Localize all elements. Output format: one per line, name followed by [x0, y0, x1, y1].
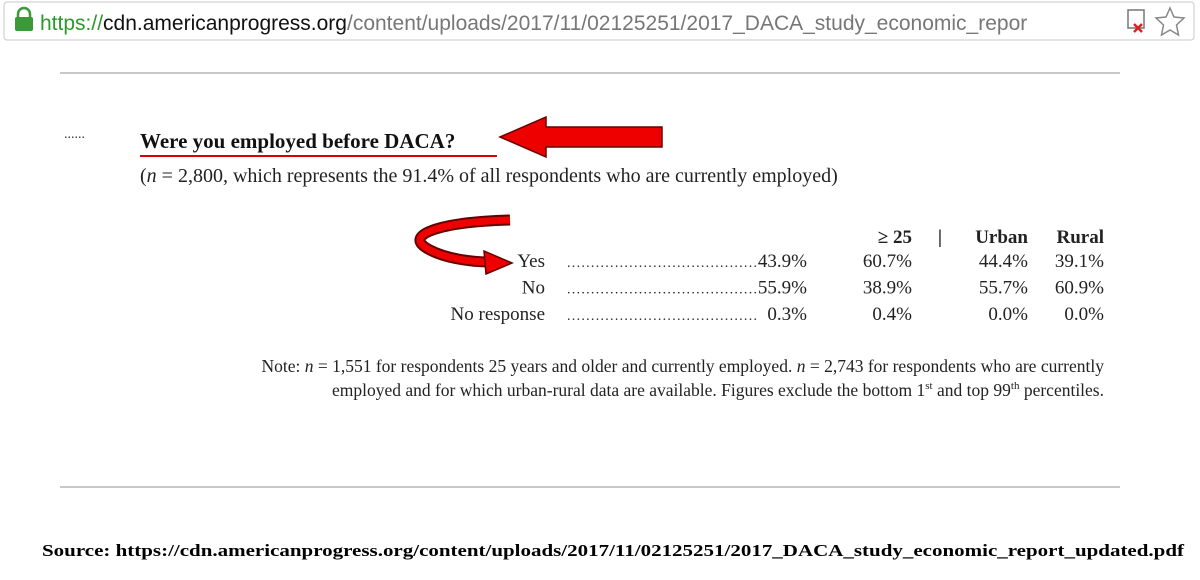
cell-value: 60.7% — [863, 251, 912, 272]
row-label: No — [522, 278, 545, 299]
cell-value: 60.9% — [1055, 278, 1104, 299]
leader-dots: ...... — [64, 127, 85, 142]
note-text: employed and for which urban-rural data … — [332, 380, 925, 400]
cell-value: 0.3% — [767, 304, 807, 325]
bookmark-star[interactable] — [1154, 6, 1186, 37]
cell-value: 38.9% — [863, 278, 912, 299]
note-text: Note: — [261, 356, 304, 376]
address-bar[interactable] — [3, 1, 1195, 41]
note-text: = 1,551 for respondents 25 years and old… — [313, 356, 796, 376]
row-label: No response — [451, 304, 545, 325]
note-line: employed and for which urban-rural data … — [332, 380, 1104, 400]
note-sup: st — [925, 380, 932, 392]
subtitle-italic: n — [147, 165, 157, 187]
url-path: /content/uploads/2017/11/02125251/2017_D… — [347, 12, 1027, 35]
subtitle: (n = 2,800, which represents the 91.4% o… — [140, 165, 838, 187]
red-arrow — [498, 115, 663, 159]
row-leader: ........................................ — [567, 283, 757, 298]
question: Were you employed before DACA? — [140, 129, 455, 153]
cell-value: 0.0% — [988, 304, 1028, 325]
reader-icon[interactable] — [1127, 9, 1145, 33]
note-italic: n — [305, 356, 314, 376]
cell-value: 44.4% — [979, 251, 1028, 272]
table-header: | — [938, 227, 942, 248]
table-header: Rural — [1057, 227, 1105, 248]
cell-value: 43.9% — [758, 251, 807, 272]
table-header: ≥ 25 — [878, 227, 912, 248]
table: ≥ 25 | Urban Rural Yes......................… — [451, 227, 1105, 325]
row-leader: ........................................ — [567, 309, 757, 324]
table-header: Urban — [975, 227, 1028, 248]
cell-value: 0.4% — [872, 304, 912, 325]
note-text: percentiles. — [1019, 380, 1104, 400]
icon-mask — [1122, 4, 1152, 38]
url[interactable]: https://cdn.americanprogress.org/content… — [40, 12, 1027, 35]
note-line: Note: n = 1,551 for respondents 25 years… — [261, 356, 1104, 376]
subtitle-text: ( — [140, 165, 147, 187]
curved-arrow — [414, 214, 514, 276]
source: Source: https://cdn.americanprogress.org… — [42, 541, 1184, 560]
cell-value: 39.1% — [1055, 251, 1104, 272]
cell-value: 0.0% — [1064, 304, 1104, 325]
note-text: and top 99 — [933, 380, 1012, 400]
subtitle-text: = 2,800, which represents the 91.4% of a… — [157, 165, 838, 187]
row-leader: ........................................ — [567, 256, 757, 271]
cell-value: 55.9% — [758, 278, 807, 299]
cell-value: 55.7% — [979, 278, 1028, 299]
lock-icon — [15, 6, 33, 31]
note-text: = 2,743 for respondents who are currentl… — [805, 356, 1104, 376]
row-label: Yes — [517, 251, 545, 272]
url-host: cdn.americanprogress.org — [103, 12, 347, 35]
url-scheme: https:// — [40, 12, 103, 35]
note-italic: n — [797, 356, 806, 376]
note-sup: th — [1011, 380, 1020, 392]
